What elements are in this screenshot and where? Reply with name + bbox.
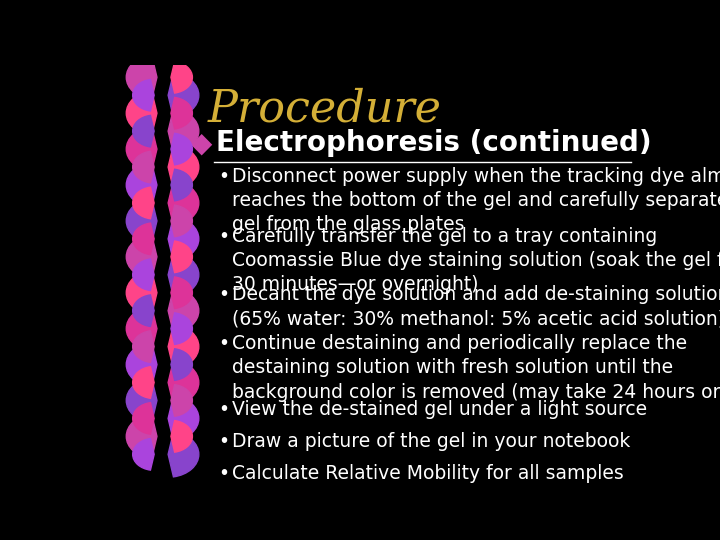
- Wedge shape: [168, 145, 199, 190]
- Wedge shape: [132, 403, 154, 434]
- Wedge shape: [126, 378, 157, 423]
- Wedge shape: [171, 241, 192, 273]
- Wedge shape: [171, 205, 192, 237]
- Wedge shape: [171, 313, 192, 345]
- Wedge shape: [126, 163, 157, 207]
- Text: •: •: [218, 334, 230, 353]
- Wedge shape: [171, 421, 192, 452]
- Text: ◆: ◆: [190, 129, 212, 157]
- Wedge shape: [171, 384, 192, 416]
- Wedge shape: [132, 187, 154, 219]
- Text: Continue destaining and periodically replace the
destaining solution with fresh : Continue destaining and periodically rep…: [233, 334, 720, 402]
- Wedge shape: [126, 306, 157, 351]
- Text: •: •: [218, 400, 230, 419]
- Wedge shape: [132, 116, 154, 147]
- Text: Carefully transfer the gel to a tray containing
Coomassie Blue dye staining solu: Carefully transfer the gel to a tray con…: [233, 227, 720, 294]
- Wedge shape: [126, 55, 157, 100]
- Wedge shape: [168, 109, 199, 154]
- Wedge shape: [132, 331, 154, 362]
- Wedge shape: [168, 180, 199, 226]
- Text: Electrophoresis (continued): Electrophoresis (continued): [215, 129, 651, 157]
- Text: •: •: [218, 167, 230, 186]
- Wedge shape: [132, 259, 154, 291]
- Wedge shape: [126, 198, 157, 244]
- Text: Disconnect power supply when the tracking dye almost
reaches the bottom of the g: Disconnect power supply when the trackin…: [233, 167, 720, 234]
- Wedge shape: [171, 133, 192, 165]
- Wedge shape: [168, 73, 199, 118]
- Wedge shape: [132, 151, 154, 183]
- Text: Draw a picture of the gel in your notebook: Draw a picture of the gel in your notebo…: [233, 432, 631, 451]
- Wedge shape: [168, 396, 199, 441]
- Text: •: •: [218, 432, 230, 451]
- Wedge shape: [168, 324, 199, 369]
- Wedge shape: [132, 223, 154, 255]
- Wedge shape: [171, 169, 192, 201]
- Wedge shape: [168, 288, 199, 333]
- Wedge shape: [132, 295, 154, 327]
- Text: •: •: [218, 464, 230, 483]
- Wedge shape: [168, 360, 199, 405]
- Wedge shape: [171, 349, 192, 380]
- Wedge shape: [132, 367, 154, 399]
- Wedge shape: [171, 97, 192, 129]
- Wedge shape: [132, 438, 154, 470]
- Text: Procedure: Procedure: [207, 87, 441, 131]
- Text: •: •: [218, 285, 230, 304]
- Wedge shape: [171, 277, 192, 308]
- Wedge shape: [168, 252, 199, 298]
- Wedge shape: [126, 126, 157, 172]
- Text: Calculate Relative Mobility for all samples: Calculate Relative Mobility for all samp…: [233, 464, 624, 483]
- Wedge shape: [126, 91, 157, 136]
- Text: Decant the dye solution and add de-staining solution
(65% water: 30% methanol: 5: Decant the dye solution and add de-stain…: [233, 285, 720, 328]
- Wedge shape: [132, 79, 154, 111]
- Wedge shape: [126, 270, 157, 315]
- Wedge shape: [126, 342, 157, 387]
- Wedge shape: [126, 414, 157, 459]
- Wedge shape: [126, 234, 157, 279]
- Text: •: •: [218, 227, 230, 246]
- Text: View the de-stained gel under a light source: View the de-stained gel under a light so…: [233, 400, 647, 419]
- Wedge shape: [168, 432, 199, 477]
- Wedge shape: [171, 62, 192, 93]
- Wedge shape: [168, 217, 199, 261]
